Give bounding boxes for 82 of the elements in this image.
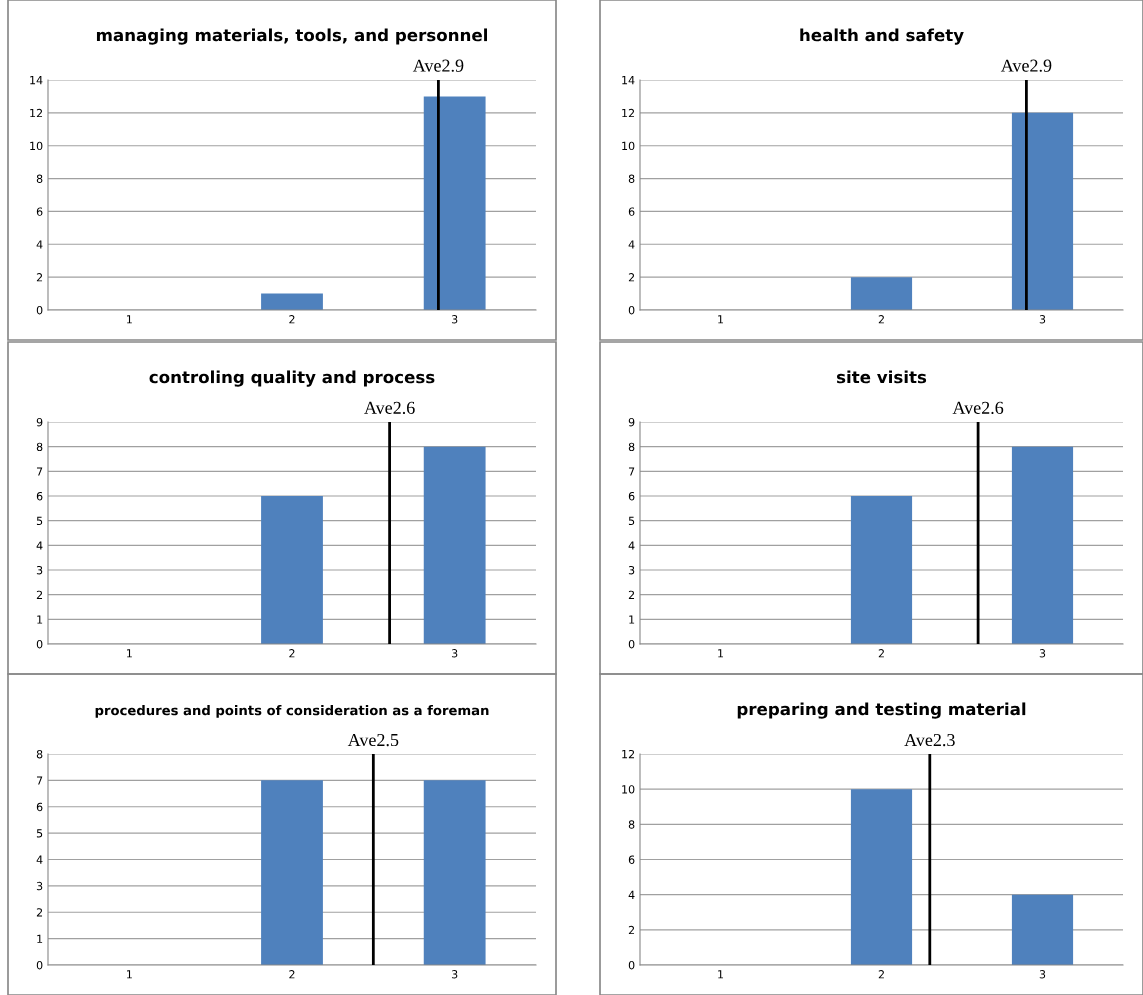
y-tick-label: 4 <box>36 541 43 550</box>
y-tick-label: 0 <box>628 639 635 649</box>
x-tick-label: 2 <box>289 315 295 324</box>
y-tick-label: 5 <box>628 516 635 526</box>
y-tick-label: 4 <box>628 890 635 899</box>
y-tick-label: 5 <box>36 516 43 526</box>
y-tick-label: 14 <box>622 76 635 85</box>
y-tick-label: 8 <box>628 174 635 183</box>
y-tick-label: 7 <box>36 776 43 785</box>
y-tick-label: 4 <box>628 240 635 249</box>
y-tick-label: 5 <box>36 829 43 838</box>
y-tick-label: 7 <box>628 467 635 476</box>
y-tick-label: 10 <box>622 785 635 794</box>
y-tick-label: 12 <box>30 108 43 118</box>
y-tick-label: 1 <box>37 615 43 624</box>
y-tick-label: 6 <box>628 855 635 864</box>
x-tick-label: 2 <box>878 649 884 658</box>
x-tick-label: 1 <box>718 649 724 658</box>
y-tick-label: 1 <box>629 615 635 624</box>
y-tick-label: 7 <box>36 467 43 476</box>
x-tick-label: 3 <box>451 315 458 324</box>
ref-line-label: Ave2.5 <box>347 733 399 747</box>
x-tick-label: 2 <box>878 315 884 324</box>
y-tick-label: 9 <box>36 417 43 427</box>
x-tick-label: 3 <box>1039 649 1046 658</box>
x-tick-label: 1 <box>718 315 724 324</box>
x-tick-label: 3 <box>451 970 458 979</box>
y-tick-label: 9 <box>628 417 635 427</box>
y-tick-label: 14 <box>30 76 43 85</box>
y-tick-label: 4 <box>36 855 43 864</box>
y-tick-label: 2 <box>628 590 635 599</box>
y-tick-label: 0 <box>36 960 43 970</box>
y-tick-label: 3 <box>36 565 43 575</box>
chart-title: preparing and testing material <box>737 702 1026 719</box>
x-tick-label: 2 <box>289 970 295 979</box>
y-tick-label: 2 <box>628 273 635 282</box>
x-tick-label: 2 <box>289 649 295 658</box>
y-tick-label: 6 <box>628 491 635 501</box>
y-tick-label: 8 <box>36 442 43 452</box>
chart-title: controling quality and process <box>149 370 435 387</box>
y-tick-label: 0 <box>628 305 635 315</box>
y-tick-label: 6 <box>36 207 43 216</box>
x-tick-label: 1 <box>127 970 132 979</box>
ref-line-label: Ave2.6 <box>952 401 1004 414</box>
y-tick-label: 10 <box>30 141 43 151</box>
chart-title: procedures and points of consideration as a foreman <box>95 705 489 718</box>
ref-line-label: Ave2.9 <box>1000 59 1052 72</box>
y-tick-label: 12 <box>622 108 635 118</box>
chart-title: health and safety <box>800 28 964 45</box>
y-tick-label: 6 <box>36 491 43 501</box>
y-tick-label: 3 <box>628 565 635 575</box>
y-tick-label: 4 <box>628 541 635 550</box>
y-tick-label: 6 <box>36 802 43 812</box>
x-tick-label: 3 <box>1039 315 1046 324</box>
y-tick-label: 2 <box>628 925 635 935</box>
y-tick-label: 0 <box>628 960 635 970</box>
x-tick-label: 2 <box>878 970 884 979</box>
x-tick-label: 1 <box>127 315 132 324</box>
y-tick-label: 12 <box>622 749 635 759</box>
chart-title: site visits <box>836 370 927 384</box>
y-tick-label: 8 <box>628 442 635 452</box>
y-tick-label: 8 <box>36 174 43 183</box>
x-tick-label: 1 <box>718 970 724 979</box>
y-tick-label: 6 <box>628 207 635 216</box>
y-tick-label: 2 <box>36 908 43 917</box>
y-tick-label: 8 <box>36 749 43 759</box>
y-tick-label: 2 <box>36 590 43 599</box>
y-tick-label: 0 <box>36 639 43 649</box>
y-tick-label: 4 <box>36 240 43 249</box>
ref-line-label: Ave2.9 <box>412 59 464 72</box>
y-tick-label: 2 <box>36 273 43 282</box>
y-tick-label: 0 <box>36 305 43 315</box>
x-tick-label: 3 <box>1039 970 1046 979</box>
y-tick-label: 1 <box>37 934 43 943</box>
y-tick-label: 10 <box>622 141 635 151</box>
x-tick-label: 3 <box>451 649 458 658</box>
y-tick-label: 8 <box>628 820 635 829</box>
chart-title: managing materials, tools, and personnel <box>96 28 488 45</box>
ref-line-label: Ave2.6 <box>364 401 415 414</box>
y-tick-label: 3 <box>36 881 43 891</box>
ref-line-label: Ave2.3 <box>904 733 955 747</box>
x-tick-label: 1 <box>127 649 132 658</box>
